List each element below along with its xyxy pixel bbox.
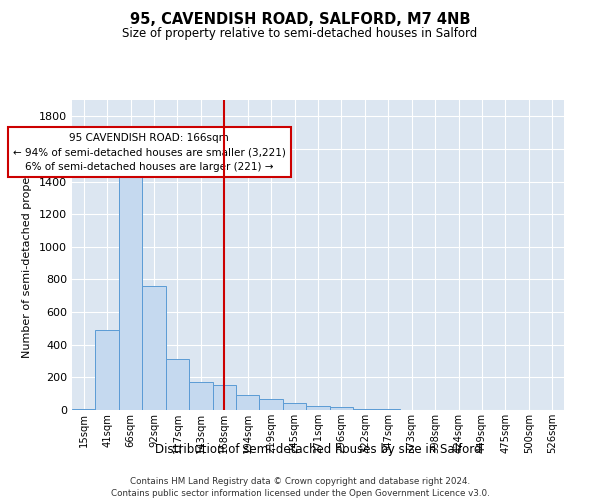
Bar — [166, 360, 189, 410]
Bar — [72, 409, 95, 410]
Bar — [330, 406, 353, 410]
Text: Distribution of semi-detached houses by size in Salford: Distribution of semi-detached houses by … — [155, 442, 481, 456]
Bar — [189, 382, 212, 410]
Y-axis label: Number of semi-detached properties: Number of semi-detached properties — [22, 152, 32, 358]
Text: Contains public sector information licensed under the Open Government Licence v3: Contains public sector information licen… — [110, 489, 490, 498]
Text: 95, CAVENDISH ROAD, SALFORD, M7 4NB: 95, CAVENDISH ROAD, SALFORD, M7 4NB — [130, 12, 470, 28]
Bar — [283, 402, 306, 410]
Bar — [259, 400, 283, 410]
Bar — [212, 384, 236, 410]
Bar — [353, 408, 377, 410]
Bar — [95, 330, 119, 410]
Bar — [236, 396, 259, 410]
Text: Size of property relative to semi-detached houses in Salford: Size of property relative to semi-detach… — [122, 28, 478, 40]
Bar — [306, 406, 330, 410]
Text: 95 CAVENDISH ROAD: 166sqm
← 94% of semi-detached houses are smaller (3,221)
6% o: 95 CAVENDISH ROAD: 166sqm ← 94% of semi-… — [13, 132, 286, 172]
Bar — [142, 286, 166, 410]
Text: Contains HM Land Registry data © Crown copyright and database right 2024.: Contains HM Land Registry data © Crown c… — [130, 478, 470, 486]
Bar — [119, 136, 142, 410]
